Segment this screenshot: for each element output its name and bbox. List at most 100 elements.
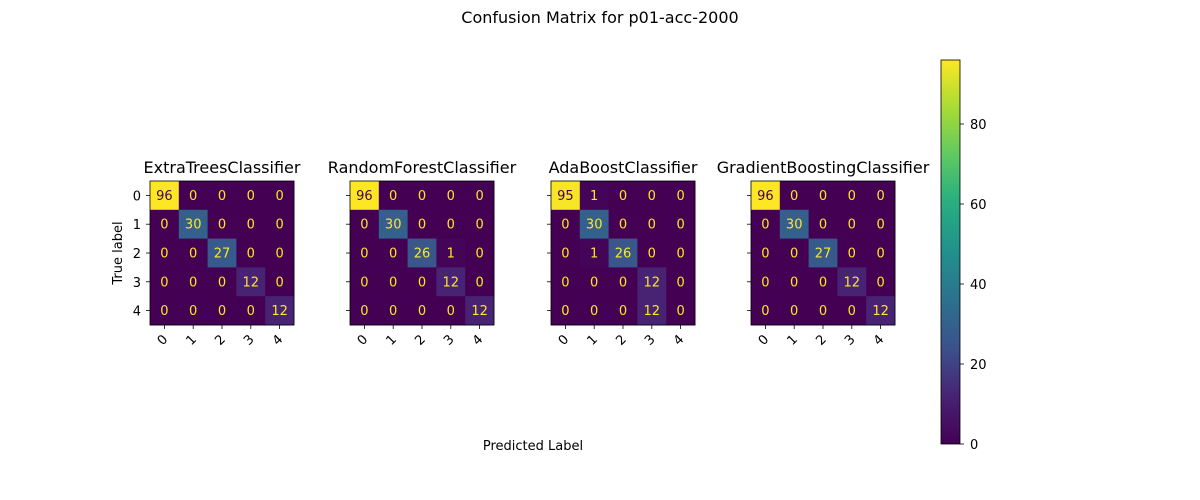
cell-value-label: 0 xyxy=(475,275,483,290)
matrix-cell xyxy=(808,209,838,239)
matrix-cell xyxy=(751,181,781,211)
cell-value-label: 26 xyxy=(615,247,632,262)
matrix-cell xyxy=(666,238,696,268)
matrix-cell xyxy=(808,238,838,268)
x-tick-label: 2 xyxy=(813,332,829,348)
matrix-cell xyxy=(265,181,295,211)
cell-value-label: 12 xyxy=(243,275,260,290)
matrix-cell xyxy=(236,238,266,268)
cell-value-label: 12 xyxy=(872,304,889,319)
cell-value-label: 0 xyxy=(218,189,226,204)
x-tick-label: 0 xyxy=(155,332,171,348)
matrix-cell xyxy=(436,296,466,326)
matrix-cell xyxy=(779,267,809,297)
y-axis-label: True label xyxy=(111,221,126,285)
x-tick-label: 1 xyxy=(584,332,600,348)
cell-value-label: 0 xyxy=(876,189,884,204)
matrix-cell xyxy=(407,238,437,268)
cell-value-label: 0 xyxy=(561,247,569,262)
y-tick-label: 2 xyxy=(133,247,141,262)
cell-value-label: 0 xyxy=(876,275,884,290)
matrix-cell xyxy=(666,181,696,211)
colorbar-tick-label: 60 xyxy=(970,198,987,213)
matrix-cell xyxy=(436,181,466,211)
matrix-cell xyxy=(436,267,466,297)
cell-value-label: 1 xyxy=(447,247,455,262)
cell-value-label: 0 xyxy=(247,218,255,233)
x-tick-label: 4 xyxy=(470,332,486,348)
cell-value-label: 0 xyxy=(160,275,168,290)
matrix-cell xyxy=(637,267,667,297)
cell-value-label: 0 xyxy=(761,218,769,233)
cell-value-label: 0 xyxy=(848,247,856,262)
x-tick-label: 0 xyxy=(355,332,371,348)
matrix-cell xyxy=(436,209,466,239)
matrix-cell xyxy=(265,238,295,268)
matrix-cell xyxy=(207,181,237,211)
matrix-cell xyxy=(551,181,581,211)
matrix-cell xyxy=(579,238,609,268)
x-tick-label: 1 xyxy=(383,332,399,348)
matrix-cell xyxy=(350,296,380,326)
matrix-cell xyxy=(178,209,208,239)
cell-value-label: 12 xyxy=(844,275,861,290)
cell-value-label: 0 xyxy=(561,275,569,290)
cell-value-label: 0 xyxy=(676,275,684,290)
cell-value-label: 30 xyxy=(786,218,803,233)
cell-value-label: 0 xyxy=(189,275,197,290)
panel-title: ExtraTreesClassifier xyxy=(144,158,301,177)
matrix-cell xyxy=(350,209,380,239)
cell-value-label: 0 xyxy=(761,275,769,290)
matrix-cell xyxy=(265,209,295,239)
cell-value-label: 0 xyxy=(619,218,627,233)
cell-value-label: 12 xyxy=(271,304,288,319)
matrix-cell xyxy=(608,209,638,239)
y-tick-label: 0 xyxy=(133,189,141,204)
panel-title: AdaBoostClassifier xyxy=(549,158,698,177)
matrix-cell xyxy=(666,209,696,239)
matrix-cell xyxy=(350,267,380,297)
cell-value-label: 0 xyxy=(848,218,856,233)
matrix-cell xyxy=(236,296,266,326)
cell-value-label: 0 xyxy=(218,304,226,319)
matrix-cell xyxy=(236,209,266,239)
matrix-cell xyxy=(866,238,896,268)
matrix-cell xyxy=(837,181,867,211)
matrix-cell xyxy=(465,238,495,268)
matrix-cell xyxy=(150,296,180,326)
matrix-cell xyxy=(608,296,638,326)
cell-value-label: 0 xyxy=(561,304,569,319)
cell-value-label: 0 xyxy=(676,218,684,233)
cell-value-label: 0 xyxy=(790,304,798,319)
matrix-cell xyxy=(378,296,408,326)
cell-value-label: 0 xyxy=(418,275,426,290)
cell-value-label: 0 xyxy=(189,247,197,262)
cell-value-label: 0 xyxy=(790,247,798,262)
matrix-cell xyxy=(236,181,266,211)
matrix-cell xyxy=(407,209,437,239)
matrix-cell xyxy=(150,181,180,211)
matrix-cell xyxy=(178,181,208,211)
cell-value-label: 96 xyxy=(156,189,173,204)
matrix-cell xyxy=(637,238,667,268)
matrix-cell xyxy=(608,267,638,297)
cell-value-label: 0 xyxy=(619,304,627,319)
cell-value-label: 0 xyxy=(447,304,455,319)
matrix-cell xyxy=(837,296,867,326)
cell-value-label: 0 xyxy=(160,247,168,262)
cell-value-label: 0 xyxy=(648,218,656,233)
panel-title: GradientBoostingClassifier xyxy=(717,158,930,177)
y-tick-label: 3 xyxy=(133,276,141,291)
cell-value-label: 0 xyxy=(590,304,598,319)
cell-value-label: 0 xyxy=(648,247,656,262)
cell-value-label: 0 xyxy=(275,247,283,262)
cell-value-label: 0 xyxy=(676,247,684,262)
matrix-cell xyxy=(150,209,180,239)
cell-value-label: 0 xyxy=(619,189,627,204)
cell-value-label: 0 xyxy=(819,304,827,319)
cell-value-label: 96 xyxy=(757,189,774,204)
matrix-cell xyxy=(779,209,809,239)
x-tick-label: 0 xyxy=(556,332,572,348)
